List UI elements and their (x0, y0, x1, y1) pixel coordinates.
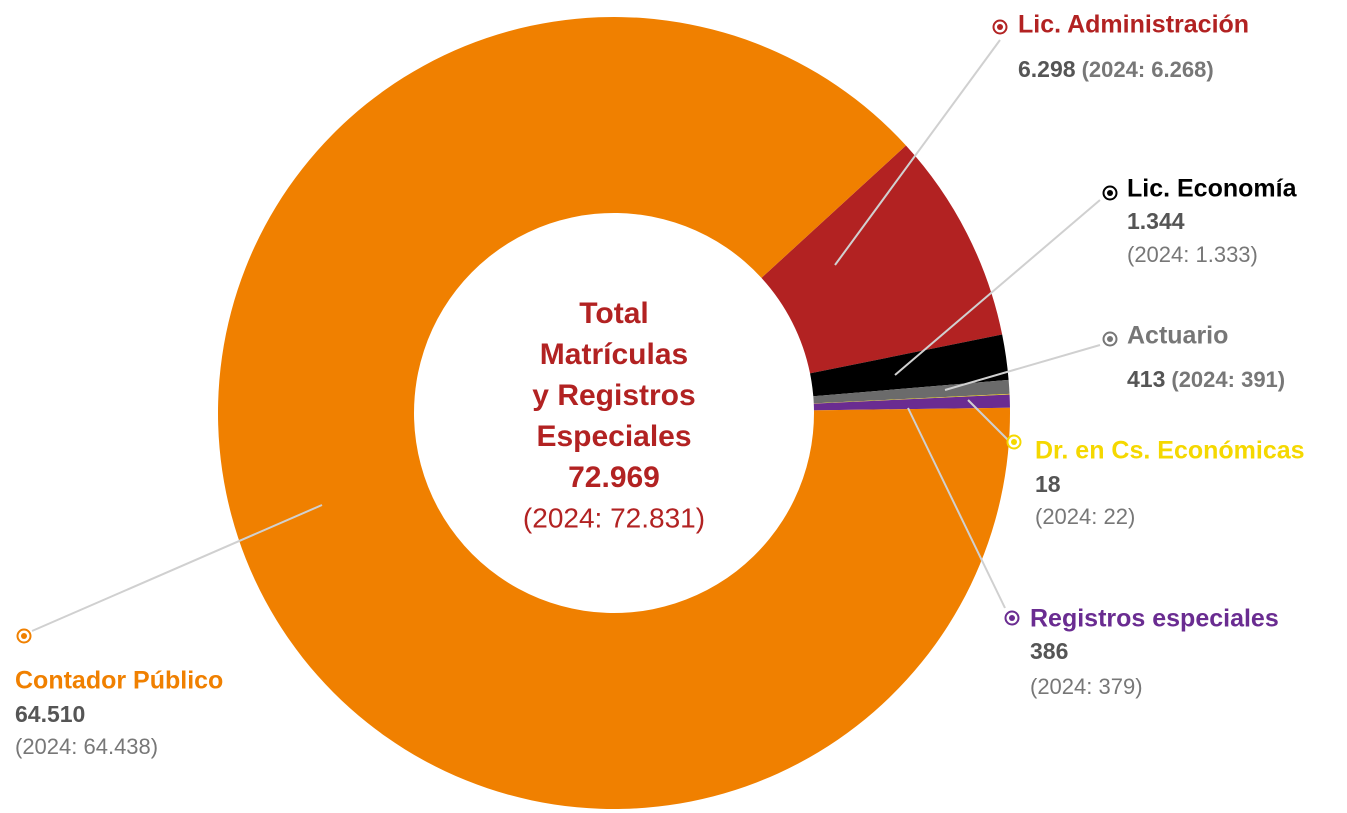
center-title: Especiales (536, 420, 691, 453)
legend-marker-dot (1009, 615, 1015, 621)
center-title: Total (579, 297, 648, 330)
category-label: Actuario (1127, 322, 1228, 350)
value-text: 64.510 (15, 701, 85, 727)
value-label: 386 (1030, 638, 1068, 664)
legend-marker-dot (1107, 336, 1113, 342)
value-label: 64.510 (15, 701, 85, 727)
category-label: Lic. Economía (1127, 175, 1298, 203)
center-value: 72.969 (568, 461, 660, 494)
value-text: 18 (1035, 471, 1061, 497)
previous-label: (2024: 1.333) (1127, 242, 1258, 267)
donut-segment (217, 16, 1010, 809)
donut-segment (813, 394, 1010, 411)
value-text: 1.344 (1127, 208, 1185, 234)
center-title: y Registros (532, 379, 695, 412)
leader-line (31, 504, 323, 632)
legend-marker-dot (1011, 439, 1017, 445)
value-label: 1.344 (1127, 208, 1185, 234)
value-label: 18 (1035, 471, 1061, 497)
center-previous: (2024: 72.831) (523, 502, 705, 533)
donut-segment (813, 393, 1010, 404)
previous-label: (2024: 64.438) (15, 734, 158, 759)
category-label: Dr. en Cs. Económicas (1035, 437, 1305, 465)
value-text: 413 (1127, 366, 1165, 392)
legend-marker-dot (21, 633, 27, 639)
donut-segment (810, 334, 1009, 397)
previous-text: (2024: 391) (1171, 367, 1285, 392)
donut-segment (761, 145, 1003, 374)
leader-line (907, 407, 1006, 609)
value-label: 6.298 (2024: 6.268) (1018, 56, 1214, 82)
previous-label: (2024: 379) (1030, 674, 1143, 699)
legend-marker-dot (1107, 190, 1113, 196)
legend-marker-dot (997, 24, 1003, 30)
previous-label: (2024: 22) (1035, 504, 1135, 529)
category-label: Lic. Administración (1018, 11, 1249, 39)
previous-text: (2024: 6.268) (1082, 57, 1214, 82)
center-title: Matrículas (540, 338, 688, 371)
value-text: 6.298 (1018, 56, 1076, 82)
value-label: 413 (2024: 391) (1127, 366, 1285, 392)
leader-line (894, 199, 1101, 376)
category-label: Contador Público (15, 667, 223, 695)
category-label: Registros especiales (1030, 605, 1279, 633)
leader-line (944, 344, 1101, 391)
value-text: 386 (1030, 638, 1068, 664)
leader-line (834, 39, 1001, 266)
leader-line (967, 399, 1009, 441)
